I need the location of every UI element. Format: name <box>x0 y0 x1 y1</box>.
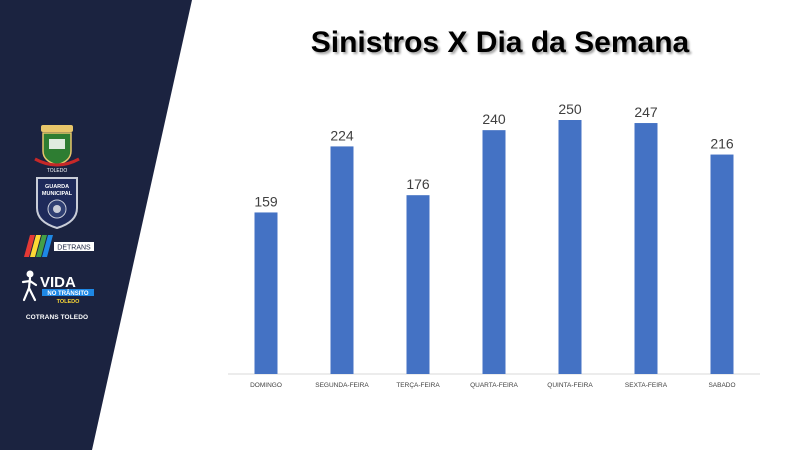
data-label: 224 <box>330 127 354 143</box>
vida-no-transito-logo-icon: VIDA NO TRÂNSITO TOLEDO <box>21 270 94 305</box>
bar-domingo <box>254 212 278 374</box>
cotrans-toledo-label: COTRANS TOLEDO <box>25 314 89 321</box>
x-tick-label: SABADO <box>708 382 735 389</box>
svg-text:TOLEDO: TOLEDO <box>47 168 68 174</box>
x-tick-label: QUARTA-FEIRA <box>470 382 518 389</box>
bar-quinta-feira <box>558 120 582 374</box>
svg-text:GUARDA: GUARDA <box>45 184 69 190</box>
data-label: 216 <box>710 136 734 152</box>
bar-sexta-feira <box>634 123 658 374</box>
data-label: 176 <box>406 176 430 192</box>
guarda-municipal-badge-icon: GUARDA MUNICIPAL <box>36 177 78 230</box>
x-tick-label: SEGUNDA-FEIRA <box>315 382 369 389</box>
x-tick-label: DOMINGO <box>250 382 282 389</box>
data-label: 247 <box>634 104 658 120</box>
svg-text:VIDA: VIDA <box>40 274 76 291</box>
bar-sabado <box>710 154 734 374</box>
x-tick-label: QUINTA-FEIRA <box>547 382 593 389</box>
x-tick-label: TERÇA-FEIRA <box>396 382 440 389</box>
svg-text:NO TRÂNSITO: NO TRÂNSITO <box>47 290 89 297</box>
bar-quarta-feira <box>482 130 506 374</box>
svg-text:MUNICIPAL: MUNICIPAL <box>42 191 73 197</box>
sidebar-background <box>0 0 192 450</box>
svg-text:TOLEDO: TOLEDO <box>57 299 81 305</box>
detrans-logo-icon: DETRANS <box>24 235 94 257</box>
municipal-coat-of-arms-icon: TOLEDO <box>34 125 80 174</box>
slide-title: Sinistros X Dia da Semana <box>310 26 690 59</box>
bar-terça-feira <box>406 195 430 374</box>
data-label: 240 <box>482 111 506 127</box>
x-tick-label: SEXTA-FEIRA <box>625 382 668 389</box>
svg-text:DETRANS: DETRANS <box>57 245 91 252</box>
data-label: 250 <box>558 101 582 117</box>
data-label: 159 <box>254 193 278 209</box>
bar-segunda-feira <box>330 146 354 374</box>
